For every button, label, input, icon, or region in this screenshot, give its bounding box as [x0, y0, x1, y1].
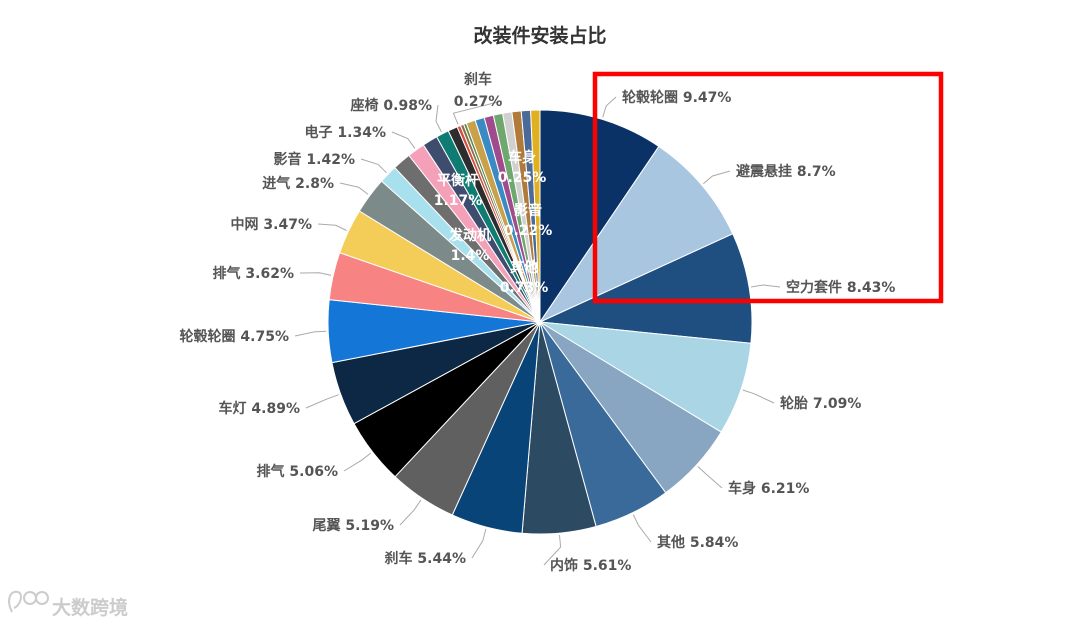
slice-label: 尾翼 5.19% — [313, 518, 394, 534]
leader-line — [742, 389, 775, 404]
slice-inner-name-label: 其他 — [510, 259, 538, 276]
pie-slice-minor — [530, 109, 541, 323]
slice-inner-name-label: 发动机 — [448, 227, 491, 244]
leader-line — [339, 182, 369, 195]
slice-inner-value-label: 1.4% — [451, 248, 490, 264]
watermark-logo-icon — [8, 590, 49, 613]
slice-label: 避震悬挂 8.7% — [736, 163, 836, 180]
watermark-text: 大数跨境 — [52, 596, 128, 619]
slice-inner-value-label: 0.22% — [504, 223, 553, 239]
highlight-box — [592, 71, 944, 304]
slice-label: 其他 5.84% — [657, 534, 738, 551]
slice-inner-name-label: 平衡杆 — [437, 172, 479, 189]
pie-slice — [538, 233, 753, 344]
pie-slice — [538, 145, 734, 324]
leader-line — [751, 284, 781, 288]
leader-line — [299, 272, 332, 276]
pie-slice — [539, 109, 660, 324]
leader-line — [632, 514, 652, 543]
leader-line — [305, 394, 339, 409]
leader-line — [343, 452, 372, 472]
leader-line — [602, 96, 617, 118]
slice-label: 车身 6.21% — [728, 480, 809, 497]
slice-label: 电子 1.34% — [305, 124, 386, 141]
slice-label: 排气 5.06% — [257, 463, 338, 480]
slice-name-label: 刹车 — [464, 71, 492, 88]
pie-slices — [327, 109, 753, 535]
slice-inner-value-label: 0.73% — [500, 280, 549, 296]
slice-label: 空力套件 8.43% — [786, 279, 895, 296]
slice-label: 中网 3.47% — [231, 216, 312, 233]
leader-lines — [294, 96, 781, 566]
slice-label: 轮毂轮圈 9.47% — [622, 89, 731, 106]
slice-label: 进气 2.8% — [262, 175, 334, 192]
leader-line — [697, 466, 723, 489]
slice-label: 影音 1.42% — [274, 151, 355, 168]
leader-line — [702, 170, 731, 185]
leader-line — [317, 223, 347, 231]
chart-title: 改装件安装占比 — [473, 24, 606, 47]
leader-line — [452, 100, 503, 125]
slice-label: 排气 3.62% — [213, 265, 294, 282]
slice-inner-name-label: 影音 — [514, 202, 542, 219]
slice-inner-name-label: 车身 — [508, 149, 536, 166]
slice-inner-value-label: 0.25% — [498, 170, 547, 186]
slice-inner-value-label: 1.17% — [434, 193, 483, 209]
slice-label: 刹车 5.44% — [385, 550, 466, 567]
watermark: 大数跨境 — [8, 590, 128, 619]
slice-label: 座椅 0.98% — [351, 97, 432, 114]
leader-line — [543, 535, 562, 566]
slice-label: 内饰 5.61% — [550, 557, 631, 574]
slice-labels: 轮毂轮圈 9.47% 避震悬挂 8.7% 空力套件 8.43% 轮胎 7.09% 车身 … — [180, 71, 896, 574]
leader-line — [399, 499, 422, 526]
leader-line — [435, 104, 442, 133]
leader-line — [360, 158, 387, 174]
leader-line — [471, 528, 487, 559]
leader-line — [294, 330, 327, 337]
leader-line — [391, 131, 416, 149]
slice-value-label: 0.27% — [454, 94, 503, 110]
slice-label: 轮毂轮圈 4.75% — [180, 328, 289, 345]
slice-label: 车灯 4.89% — [219, 400, 300, 417]
slice-label: 轮胎 7.09% — [780, 395, 861, 412]
